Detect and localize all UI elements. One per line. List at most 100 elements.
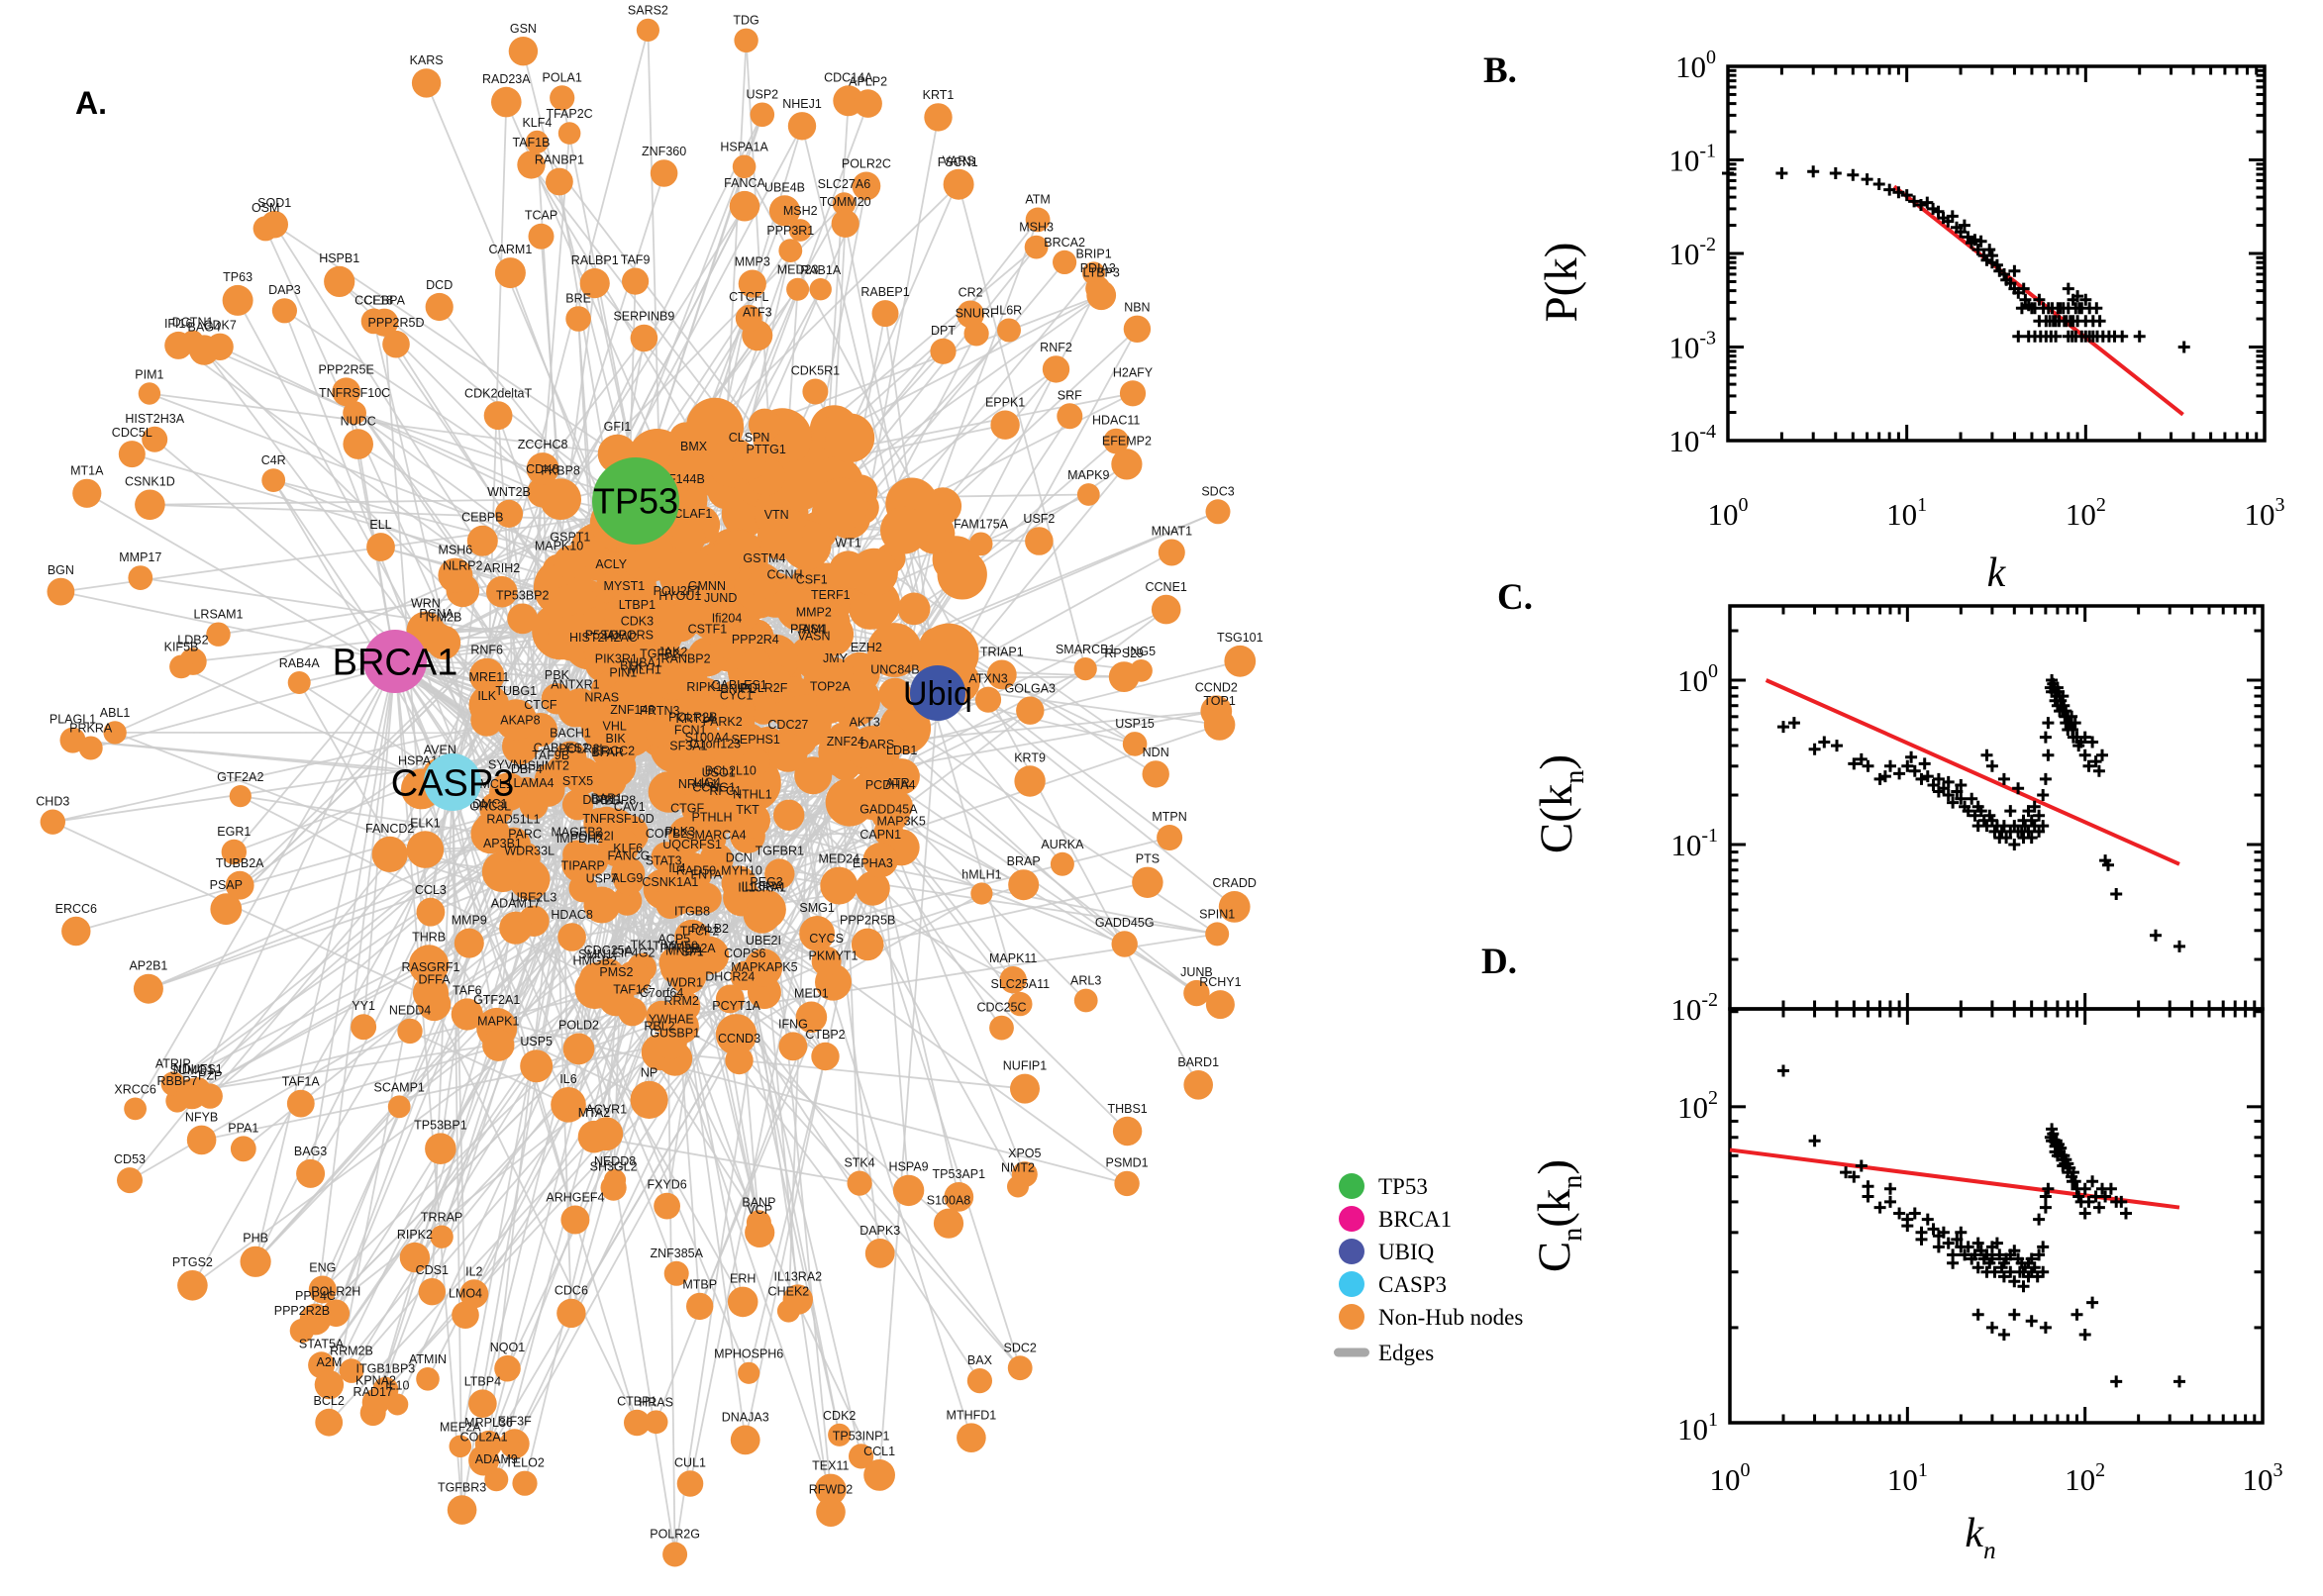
network-edge xyxy=(691,748,865,939)
network-node-label: HIST2H2AC xyxy=(569,631,638,645)
network-edge xyxy=(51,821,650,1101)
network-node-label: CD53 xyxy=(114,1152,146,1166)
network-node xyxy=(863,1459,895,1491)
network-edge xyxy=(272,479,396,662)
network-node xyxy=(517,150,546,179)
network-node-label: SF1 xyxy=(681,946,704,959)
network-node xyxy=(557,923,586,951)
panel-b-label: B. xyxy=(1483,50,1517,91)
network-node xyxy=(494,1354,521,1382)
network-node xyxy=(740,648,770,678)
network-node-label: USF2 xyxy=(1023,512,1055,526)
network-node xyxy=(361,1388,390,1417)
network-node xyxy=(686,1292,714,1321)
network-node-label: IMPDH2 xyxy=(556,832,603,846)
network-node-label: CCL1 xyxy=(863,1445,895,1458)
network-node-label: COPS6 xyxy=(724,947,765,960)
network-node-label: TAF6 xyxy=(453,983,482,997)
network-edge xyxy=(937,328,1139,694)
network-node-label: FKBP8 xyxy=(541,463,580,477)
legend-marker-casp3 xyxy=(1339,1271,1364,1297)
panel-c-ytick: 100 xyxy=(1677,660,1718,698)
network-node-label: PCDHA4 xyxy=(865,778,916,792)
network-node xyxy=(788,219,812,242)
network-node-label: KLF4 xyxy=(522,116,552,130)
network-node xyxy=(966,1368,993,1394)
panel-c-ticks xyxy=(1728,606,2263,1009)
network-node-label: A2M xyxy=(317,1355,343,1369)
network-node-label: LRSAM1 xyxy=(193,608,243,622)
network-node xyxy=(177,1270,208,1301)
network-node-label: PRIM1 xyxy=(790,623,828,637)
network-node-label: MED23 xyxy=(777,263,819,277)
network-node xyxy=(1086,280,1117,311)
network-node-label: UBE2L3 xyxy=(511,891,557,905)
network-node xyxy=(682,939,717,972)
network-edge xyxy=(833,223,847,430)
network-node-label: IL6R xyxy=(996,304,1022,318)
panel-b-tick-labels: 100 10-1 10-2 10-3 10-4 100 101 102 103 xyxy=(1668,47,2284,532)
network-node-label: S100A8 xyxy=(927,1194,971,1208)
network-node xyxy=(230,1136,256,1162)
network-node xyxy=(418,1278,446,1306)
network-node-label: POLR2L xyxy=(558,743,606,756)
network-node-label: NBN xyxy=(1124,301,1150,315)
network-edge xyxy=(431,726,609,1292)
network-node-label: BAG4 xyxy=(188,320,221,334)
network-node xyxy=(343,401,366,425)
network-edge xyxy=(264,228,618,999)
network-node-label: GTF2A1 xyxy=(473,993,520,1007)
network-node xyxy=(1050,851,1074,876)
network-node xyxy=(468,1389,497,1418)
network-node xyxy=(351,1014,377,1041)
network-node-label: ELL xyxy=(369,518,391,532)
network-node-label: CCND3 xyxy=(718,1032,760,1046)
network-node-label: BMX xyxy=(680,440,708,453)
network-node xyxy=(546,167,573,196)
network-node xyxy=(382,330,410,358)
network-node xyxy=(186,1125,217,1155)
panel-b-xtick: 100 xyxy=(1708,494,1749,532)
network-edge xyxy=(233,660,396,853)
network-node-label: IL13RA1 xyxy=(738,881,786,895)
network-node-label: CDK7 xyxy=(203,319,236,333)
network-node-label: PARC xyxy=(508,827,542,841)
network-node-label: LDB2 xyxy=(177,633,208,647)
network-node-label: PTGS2 xyxy=(172,1255,213,1269)
network-node-label: CTGF xyxy=(670,802,704,816)
network-node-label: CABLES1 xyxy=(711,678,766,692)
network-node xyxy=(339,1358,364,1383)
network-node xyxy=(397,1018,423,1045)
network-node xyxy=(417,987,452,1022)
panel-b-ylabel: P(k) xyxy=(1536,243,1587,323)
network-node-label: HSPA9 xyxy=(889,1160,929,1174)
network-node-label: TP53BP1 xyxy=(414,1118,467,1132)
network-node-label: SARS2 xyxy=(628,4,668,18)
network-node-label: CDS1 xyxy=(416,1263,449,1277)
network-node-label: KLF6 xyxy=(613,842,643,855)
network-node xyxy=(416,1367,440,1391)
network-node-label: TNFRSF10C xyxy=(319,386,390,400)
network-node-label: STAT5A xyxy=(299,1337,345,1350)
network-edge xyxy=(452,781,576,1221)
network-node-label: hMLH1 xyxy=(961,868,1001,882)
network-node xyxy=(61,916,91,947)
network-node xyxy=(880,506,928,554)
network-node xyxy=(687,694,722,730)
panel-b-ytick: 10-3 xyxy=(1668,328,1716,365)
network-node-label: FCN1 xyxy=(674,723,707,737)
network-node-label: GSN xyxy=(510,22,537,36)
network-node-label: TIMM50 xyxy=(653,939,698,952)
network-node xyxy=(557,122,581,145)
network-node-label: TIPARP xyxy=(561,859,605,873)
network-node xyxy=(1132,866,1163,898)
network-node-label: TUBG1 xyxy=(495,684,537,698)
panel-c: 100 10-1 10-2 C(kn) xyxy=(1531,604,2265,1027)
network-node-label: VCP xyxy=(747,1203,772,1217)
network-node xyxy=(430,1225,454,1248)
network-node-label: NEDD4 xyxy=(389,1004,431,1018)
network-node xyxy=(271,298,297,324)
legend-item: Non-Hub nodes xyxy=(1339,1304,1523,1330)
network-node-label: DCTN1 xyxy=(172,316,214,330)
